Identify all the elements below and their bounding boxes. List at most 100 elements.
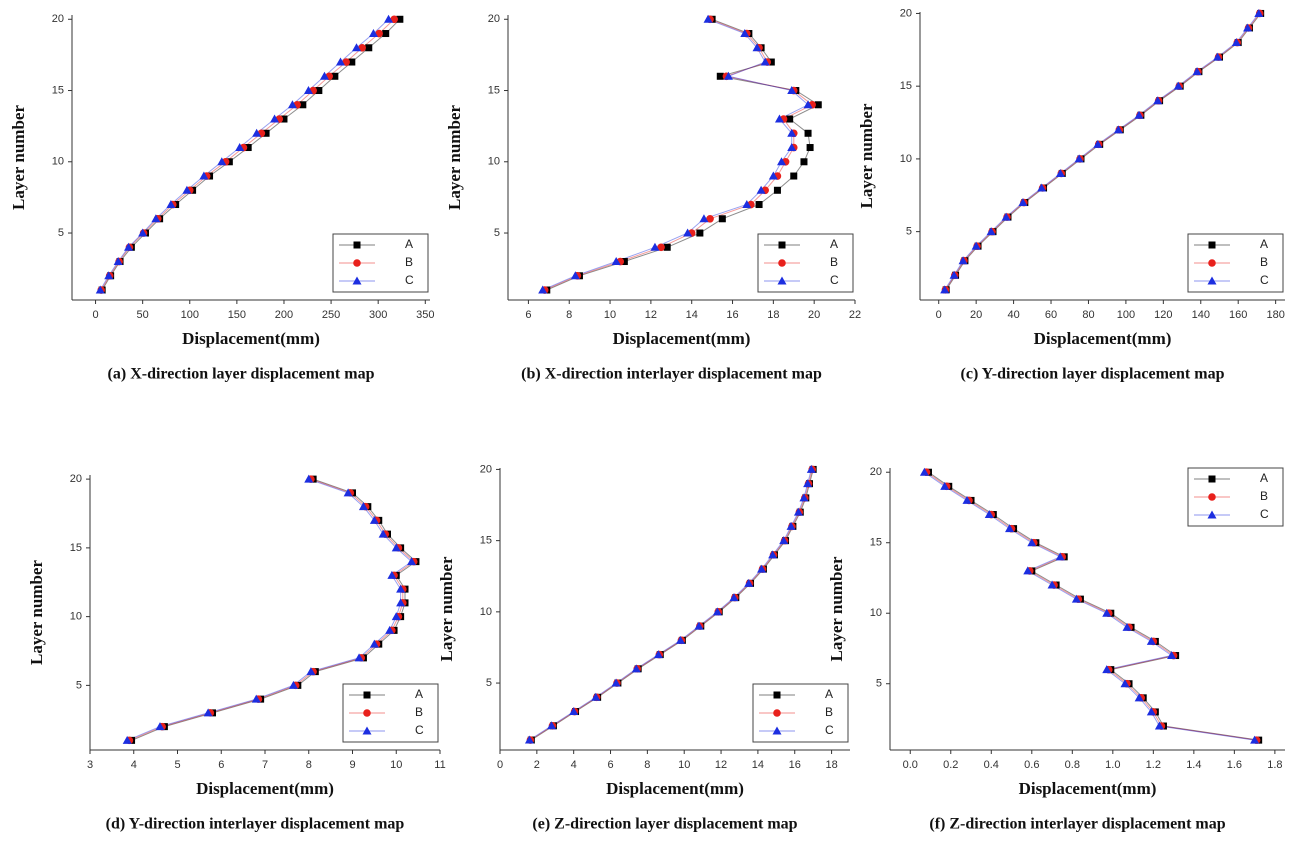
x-tick-label: 50 [137,309,149,321]
marker [940,481,950,490]
legend-label: C [830,273,839,287]
marker [786,115,794,123]
chart-title: (c) Y-direction layer displacement map [961,366,1225,383]
chart-panel: 0.0 0.2 0.4 0.6 0.8 1.0 1.2 1.4 1.6 1.8 5 10 15 20 Dis… [827,466,1285,833]
y-tick-label: 5 [58,227,64,239]
marker [368,29,378,38]
x-tick-label: 8 [306,759,312,771]
legend-marker [1207,276,1217,285]
x-tick-label: 11 [434,759,445,771]
marker [694,621,704,630]
legend-marker [1208,259,1216,267]
marker [319,71,329,80]
marker [124,242,134,251]
marker [1055,168,1065,177]
marker [814,101,822,109]
x-tick-label: 0 [936,309,942,321]
x-tick-label: 0 [497,759,503,771]
x-tick-label: 0.8 [1065,759,1080,771]
y-tick-label: 15 [870,537,882,549]
marker [611,257,621,266]
marker [650,242,660,251]
x-tick-label: 4 [131,759,137,771]
marker [1001,212,1011,221]
marker [986,227,996,236]
marker [1093,139,1103,148]
x-tick-label: 10 [390,759,402,771]
y-tick-label: 10 [480,606,492,618]
marker [244,144,252,152]
marker [718,215,726,223]
marker [1213,52,1223,61]
marker [352,43,362,52]
marker [382,30,390,38]
marker [1037,183,1047,192]
y-tick-label: 5 [76,679,82,691]
legend-label: C [825,723,834,737]
marker [122,735,132,744]
chart-title: (d) Y-direction interlayer displacement … [106,816,405,833]
marker [806,144,814,152]
x-axis-label: Displacement(mm) [182,329,320,348]
x-tick-label: 1.2 [1146,759,1161,771]
x-axis-label: Displacement(mm) [1019,779,1157,798]
marker [940,285,950,294]
marker [787,128,797,137]
marker [1071,594,1081,603]
marker [786,521,796,530]
x-tick-label: 140 [1192,309,1210,321]
x-tick-label: 8 [644,759,650,771]
marker [151,214,161,223]
x-tick-label: 160 [1229,309,1247,321]
y-tick-label: 20 [870,466,882,478]
marker [716,72,724,80]
x-tick-label: 9 [349,759,355,771]
x-tick-label: 100 [1117,309,1135,321]
y-tick-label: 20 [52,13,64,25]
marker [369,639,379,648]
marker [306,667,316,676]
marker [777,157,787,166]
legend-marker [1208,475,1216,483]
legend-marker [1208,241,1216,249]
chart-title: (f) Z-direction interlayer displacement … [929,816,1225,833]
marker [138,228,148,237]
x-tick-label: 12 [645,309,657,321]
legend-label: A [1260,471,1268,485]
y-axis-label: Layer number [445,105,464,210]
marker [342,58,350,66]
marker [712,607,722,616]
marker [336,57,345,66]
x-tick-label: 1.4 [1186,759,1201,771]
marker [378,529,388,538]
legend-label: C [1260,273,1269,287]
marker [653,650,663,659]
marker [251,694,261,703]
marker [984,510,994,519]
marker [729,593,739,602]
marker [199,171,209,180]
marker [699,214,709,223]
legend-marker [362,726,372,735]
marker [354,653,364,662]
x-axis-label: Displacement(mm) [613,329,751,348]
legend-marker [773,691,781,699]
marker [611,678,621,687]
legend-marker [1207,510,1217,519]
marker [631,664,641,673]
x-tick-label: 20 [970,309,982,321]
marker [570,271,580,280]
marker [348,58,356,66]
y-tick-label: 5 [494,227,500,239]
marker [756,185,766,194]
y-tick-label: 15 [480,535,492,547]
y-tick-label: 15 [488,84,500,96]
marker [1167,651,1177,660]
marker [384,14,394,23]
marker [1027,538,1037,547]
marker [1055,552,1065,561]
marker [182,185,192,194]
marker [343,488,353,497]
marker [787,86,797,95]
marker [315,87,323,95]
